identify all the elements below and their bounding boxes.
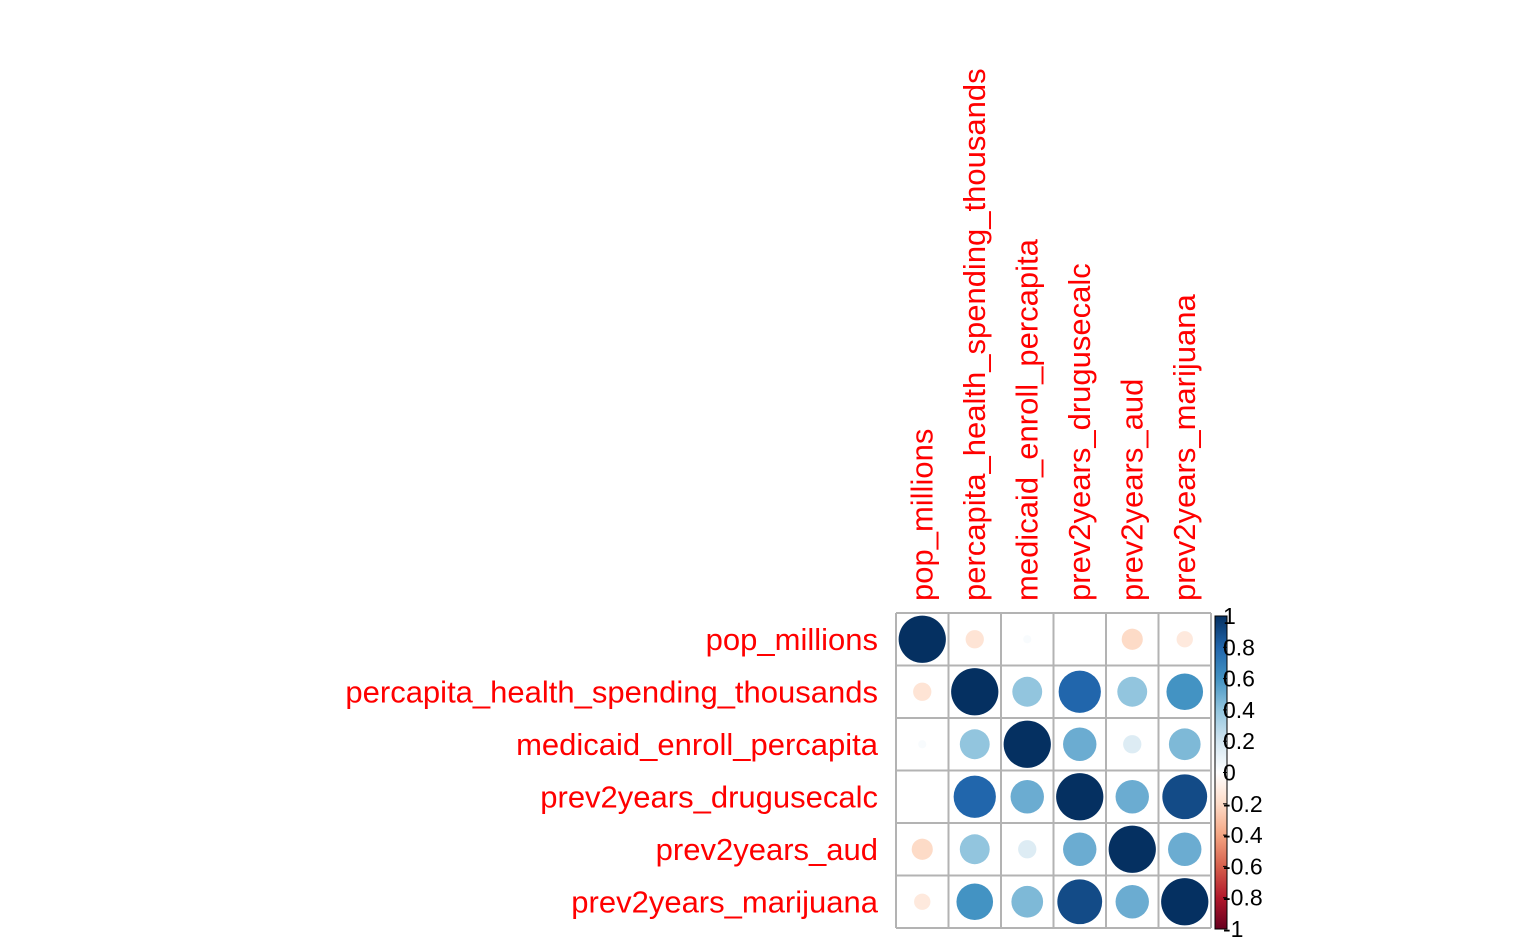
row-label-pop_millions: pop_millions <box>706 622 878 657</box>
corr-circle-medicaid_enroll_percapita-prev2years_aud <box>1123 735 1142 754</box>
corr-circle-prev2years_aud-prev2years_aud <box>1108 825 1156 873</box>
row-label-percapita_health_spending_thousands: percapita_health_spending_thousands <box>345 674 878 709</box>
corr-circle-prev2years_marijuana-percapita_health_spending_thousands <box>956 883 994 921</box>
row-label-prev2years_aud: prev2years_aud <box>656 832 878 867</box>
column-label-percapita_health_spending_thousands: percapita_health_spending_thousands <box>957 68 992 601</box>
corr-circle-percapita_health_spending_thousands-prev2years_drugusecalc <box>1058 670 1101 713</box>
column-label-prev2years_drugusecalc: prev2years_drugusecalc <box>1062 263 1097 601</box>
colorbar-tick-label: -0.4 <box>1223 822 1263 848</box>
corr-circle-percapita_health_spending_thousands-prev2years_aud <box>1117 676 1148 707</box>
corr-circle-prev2years_marijuana-pop_millions <box>914 893 931 910</box>
corr-circle-medicaid_enroll_percapita-percapita_health_spending_thousands <box>959 729 990 760</box>
corr-circle-percapita_health_spending_thousands-medicaid_enroll_percapita <box>1012 676 1043 707</box>
corr-circle-pop_millions-medicaid_enroll_percapita <box>1023 635 1032 644</box>
corr-circle-prev2years_marijuana-prev2years_drugusecalc <box>1057 879 1103 925</box>
corr-circle-prev2years_drugusecalc-percapita_health_spending_thousands <box>953 775 996 818</box>
corr-circle-prev2years_drugusecalc-prev2years_aud <box>1115 780 1149 814</box>
column-labels: pop_millions percapita_health_spending_th… <box>904 68 1202 601</box>
row-label-prev2years_drugusecalc: prev2years_drugusecalc <box>540 779 878 814</box>
corr-circle-pop_millions-prev2years_aud <box>1121 628 1143 650</box>
corr-circle-prev2years_aud-pop_millions <box>911 838 933 860</box>
colorbar-tick-label: 0.8 <box>1223 634 1255 660</box>
corr-circle-percapita_health_spending_thousands-prev2years_marijuana <box>1166 673 1204 711</box>
corr-circle-percapita_health_spending_thousands-percapita_health_spending_thousands <box>951 668 999 716</box>
color-legend: 1 0.8 0.6 0.4 0.2 0 -0.2 -0.4 -0.6 -0.8 -1 <box>1214 603 1263 942</box>
corr-circle-prev2years_marijuana-prev2years_marijuana <box>1161 878 1209 926</box>
row-label-medicaid_enroll_percapita: medicaid_enroll_percapita <box>516 727 879 762</box>
corr-circle-medicaid_enroll_percapita-prev2years_marijuana <box>1168 728 1201 761</box>
corr-circle-prev2years_aud-medicaid_enroll_percapita <box>1018 840 1037 859</box>
corr-circle-medicaid_enroll_percapita-medicaid_enroll_percapita <box>1003 720 1051 768</box>
corr-circle-prev2years_marijuana-medicaid_enroll_percapita <box>1011 885 1044 918</box>
row-labels: pop_millions percapita_health_spending_th… <box>345 622 878 920</box>
corr-circle-prev2years_drugusecalc-medicaid_enroll_percapita <box>1010 780 1044 814</box>
corr-circle-prev2years_aud-prev2years_marijuana <box>1168 832 1202 866</box>
corr-circle-medicaid_enroll_percapita-prev2years_drugusecalc <box>1063 727 1097 761</box>
corr-circle-prev2years_drugusecalc-prev2years_marijuana <box>1162 774 1208 820</box>
corr-circle-prev2years_aud-prev2years_drugusecalc <box>1063 832 1097 866</box>
colorbar-tick-label: 0.6 <box>1223 666 1255 692</box>
correlation-cells <box>898 615 1209 926</box>
colorbar-tick-label: 1 <box>1223 603 1236 629</box>
corr-circle-percapita_health_spending_thousands-pop_millions <box>913 682 932 701</box>
colorbar-tick-label: 0 <box>1223 760 1236 786</box>
colorbar-tick-label: -0.8 <box>1223 885 1263 911</box>
corr-circle-pop_millions-prev2years_marijuana <box>1176 631 1193 648</box>
corr-circle-pop_millions-pop_millions <box>898 615 946 663</box>
corr-circle-prev2years_aud-percapita_health_spending_thousands <box>959 834 990 865</box>
corr-circle-prev2years_drugusecalc-prev2years_drugusecalc <box>1056 773 1104 821</box>
corr-circle-prev2years_marijuana-prev2years_aud <box>1115 885 1149 919</box>
corr-circle-medicaid_enroll_percapita-pop_millions <box>918 740 927 749</box>
colorbar-tick-label: -1 <box>1223 916 1243 942</box>
column-label-prev2years_aud: prev2years_aud <box>1114 379 1149 601</box>
row-label-prev2years_marijuana: prev2years_marijuana <box>571 884 878 919</box>
colorbar-tick-label: -0.6 <box>1223 853 1263 879</box>
colorbar-tick-label: 0.4 <box>1223 697 1255 723</box>
corr-circle-pop_millions-percapita_health_spending_thousands <box>965 630 984 649</box>
colorbar-tick-label: 0.2 <box>1223 728 1255 754</box>
colorbar-tick-label: -0.2 <box>1223 791 1263 817</box>
column-label-prev2years_marijuana: prev2years_marijuana <box>1167 294 1202 601</box>
grid-lines <box>895 612 1212 929</box>
column-label-medicaid_enroll_percapita: medicaid_enroll_percapita <box>1009 238 1044 601</box>
column-label-pop_millions: pop_millions <box>904 429 939 601</box>
colorbar-gradient <box>1215 616 1227 929</box>
